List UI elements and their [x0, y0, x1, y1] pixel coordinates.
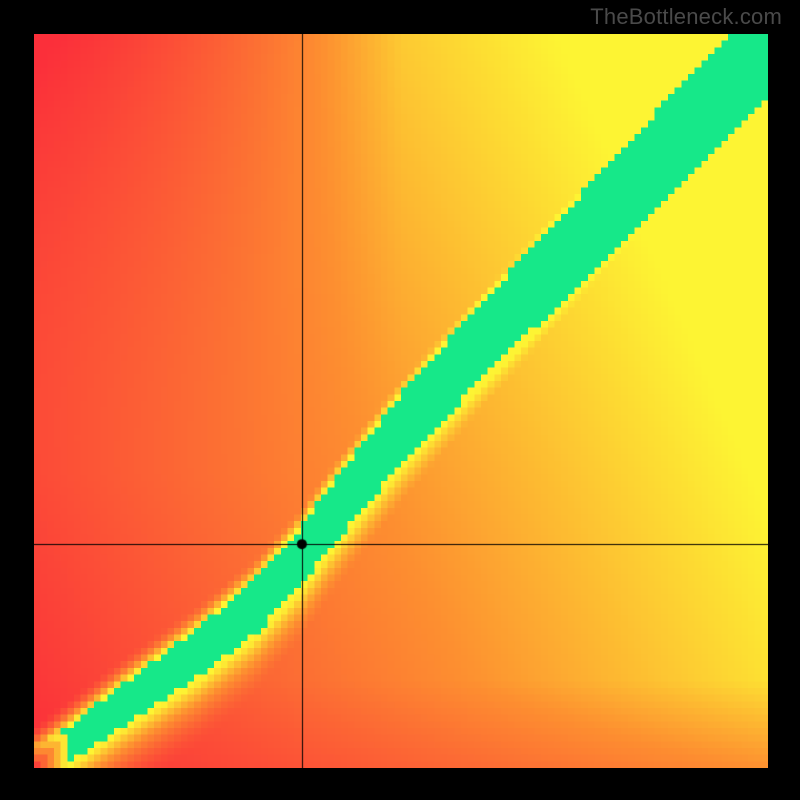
heatmap-canvas — [34, 34, 768, 768]
watermark-text: TheBottleneck.com — [590, 4, 782, 30]
chart-container: TheBottleneck.com — [0, 0, 800, 800]
